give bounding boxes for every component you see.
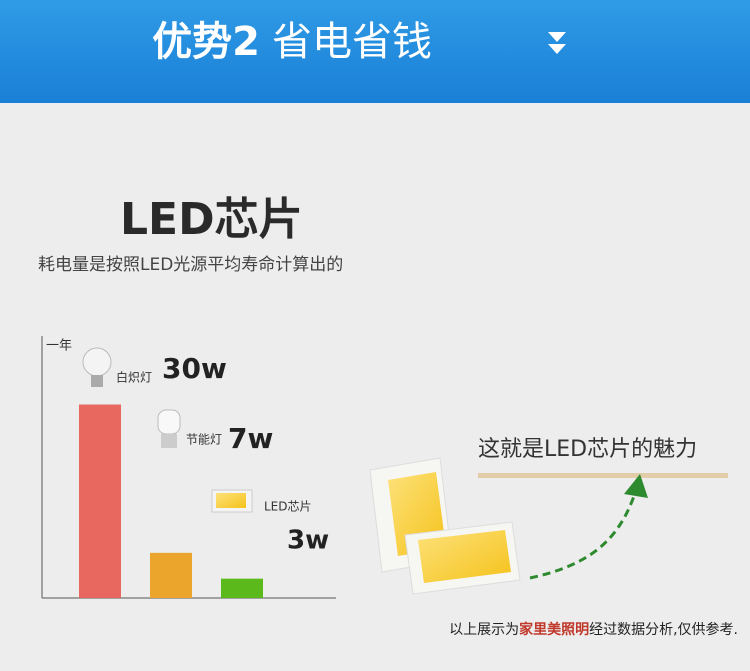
value-label: 7w	[228, 422, 273, 455]
footnote: 以上展示为家里美照明经过数据分析,仅供参考.	[449, 621, 738, 638]
cfl-icon	[157, 409, 181, 448]
y-axis-label: 一年	[46, 339, 72, 354]
header-bar	[0, 0, 750, 103]
arrow-curve	[529, 489, 638, 580]
footnote-before: 以上展示为	[449, 622, 519, 638]
bar	[221, 578, 263, 598]
led-icon	[211, 489, 253, 513]
value-label: 30w	[162, 352, 227, 385]
bar	[150, 552, 192, 598]
bulb-icon	[82, 347, 112, 387]
arrow-head	[624, 474, 648, 498]
value-label: 3w	[287, 526, 329, 556]
section-title: LED芯片	[120, 194, 303, 245]
callout: 这就是LED芯片的魅力	[478, 437, 697, 462]
footnote-after: 经过数据分析,仅供参考.	[589, 621, 738, 638]
section-subtitle: 耗电量是按照LED光源平均寿命计算出的	[38, 255, 343, 275]
category-label: 节能灯	[186, 433, 222, 447]
down-arrows	[548, 32, 566, 54]
led-chips-illustration	[369, 457, 521, 595]
callout-underline	[478, 473, 728, 478]
category-label: 白炽灯	[116, 370, 152, 385]
header-title-bold: 优势2	[152, 19, 260, 65]
category-label: LED芯片	[264, 500, 312, 514]
bar	[79, 404, 121, 598]
footnote-brand: 家里美照明	[519, 621, 589, 638]
header-title: 省电省钱	[272, 19, 432, 65]
